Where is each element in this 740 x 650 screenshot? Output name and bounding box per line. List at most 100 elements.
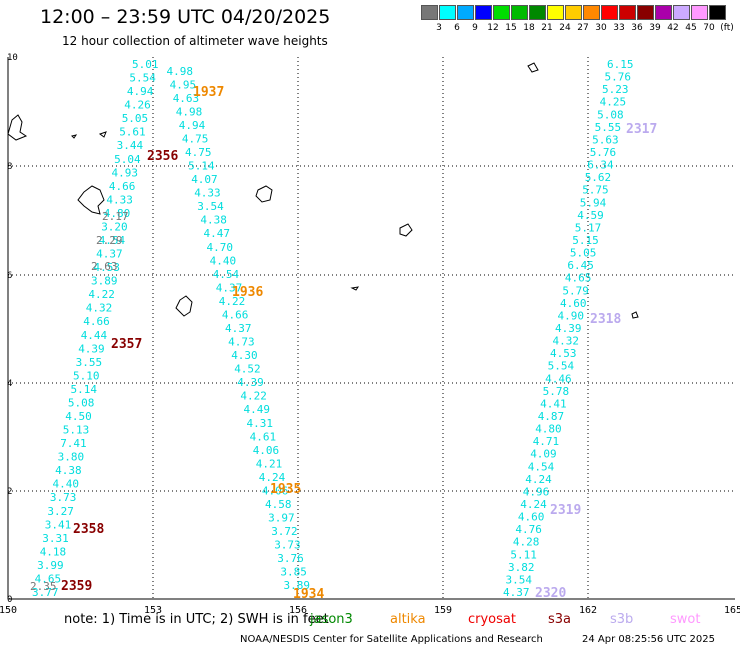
pass-time-label: 2318 [590,312,621,327]
map-grid [7,57,735,600]
wave-height-label: 4.46 [545,372,572,385]
wave-height-label: 5.13 [63,424,90,437]
pass-time-label: 2358 [73,522,104,537]
wave-height-label: 5.54 [548,360,575,373]
legend-label-15: 70 [703,23,715,33]
wave-height-label: 4.75 [182,133,209,146]
wave-height-label: 3.20 [101,221,128,234]
wave-height-label: 4.53 [550,347,577,360]
wave-height-label: 4.66 [109,180,135,193]
legend-label-11: 36 [631,23,643,33]
wave-height-label: 6.45 [567,259,594,272]
island-2 [77,185,105,215]
legend-swatch-9 [583,5,600,20]
wave-height-label: 3.55 [76,356,103,369]
mission-swot: swot [670,612,701,627]
legend-label-14: 45 [685,23,697,33]
legend-label-9: 30 [595,23,607,33]
wave-height-label: 4.96 [523,485,550,498]
lat-tick-2: 2 [7,487,12,497]
lat-tick-8: 8 [7,162,12,172]
wave-height-label: 3.89 [91,275,118,288]
lon-tick-153: 153 [144,605,162,616]
wave-height-label: 4.47 [204,227,231,240]
wave-height-label: 5.14 [71,383,98,396]
wave-height-label: 4.94 [179,119,206,132]
wave-height-label: 4.37 [503,586,530,599]
wave-height-label: 3.72 [271,525,298,538]
wave-height-label: 4.32 [553,335,580,348]
wave-height-label: 4.94 [127,85,154,98]
wave-height-label: 4.52 [234,363,261,376]
mission-altika: altika [390,612,426,627]
wave-height-label: 4.39 [555,322,582,335]
wave-height-label: 4.39 [78,342,105,355]
wave-height-label: 4.37 [225,322,252,335]
wave-height-label: 4.25 [600,96,627,109]
wave-height-label: 4.40 [210,254,237,267]
wave-height-label: 4.70 [207,241,234,254]
legend-label-8: 27 [577,23,589,33]
mission-s3b: s3b [610,612,634,627]
wave-height-label: 3.41 [45,518,72,531]
wave-height-label: 4.60 [560,297,587,310]
legend-label-2: 9 [472,23,478,33]
lon-tick-156: 156 [289,605,307,616]
lon-tick-150: 150 [0,605,17,616]
pass-time-label: 1935 [270,482,301,497]
wave-height-label: 4.37 [216,281,243,294]
wave-height-label: 5.11 [510,548,537,561]
wave-height-label: 4.24 [259,471,286,484]
wave-height-label: 4.66 [222,309,249,322]
track-c-observations: 2.17 2.29 2.63 2.35 [30,210,129,593]
wave-height-label: 4.49 [244,403,271,416]
lat-tick-6: 6 [7,271,12,281]
lat-tick-4: 4 [7,379,12,389]
legend-swatch-10 [601,5,618,20]
wave-height-label: 4.28 [513,536,540,549]
lat-tick-0: 0 [7,595,12,605]
legend-swatch-7 [547,5,564,20]
wave-height-label: 4.38 [55,464,82,477]
wave-height-label: 6.15 [607,58,634,71]
pass-time-labels: 1937 2356 1936 2357 1935 2358 2359 1934 … [61,85,657,602]
wave-height-label: 2.29 [96,234,123,247]
island-9 [350,286,360,291]
wave-height-label: 4.80 [535,423,562,436]
wave-height-label: 5.94 [580,196,607,209]
pass-time-label: 2359 [61,579,92,594]
legend-swatch-15 [691,5,708,20]
wave-height-label: 4.58 [265,498,292,511]
wave-height-label: 4.44 [81,329,108,342]
pass-time-label: 2320 [535,586,566,601]
wave-height-label: 4.54 [213,268,240,281]
wave-height-label: 5.76 [605,71,632,84]
credit-line: NOAA/NESDIS Center for Satellite Applica… [240,634,543,645]
wave-height-label: 5.75 [582,184,609,197]
wave-height-label: 5.05 [570,247,597,260]
pass-time-label: 1937 [193,85,224,100]
wave-height-label: 3.44 [117,139,144,152]
wave-height-label: 5.61 [119,126,146,139]
lon-tick-159: 159 [434,605,452,616]
wave-height-label: 4.07 [191,173,218,186]
wave-height-label: 4.06 [253,444,280,457]
legend-label-10: 33 [613,23,625,33]
legend-label-6: 21 [541,23,553,33]
wave-height-label: 3.85 [280,566,307,579]
wave-height-label: 4.60 [518,511,545,524]
wave-height-label: 2.35 [30,580,57,593]
wave-height-label: 4.75 [185,146,212,159]
mission-s3a: s3a [548,612,572,627]
wave-height-label: 5.79 [562,284,589,297]
wave-height-label: 4.37 [96,248,123,261]
wave-height-label: 4.06 [262,485,289,498]
wave-height-label: 3.27 [47,505,74,518]
wave-height-label: 4.40 [53,478,80,491]
wave-height-label: 5.76 [590,146,617,159]
wave-height-label: 3.82 [508,561,535,574]
island-1 [7,114,28,141]
wave-height-label: 4.66 [83,315,110,328]
wave-height-label: 5.05 [122,112,149,125]
